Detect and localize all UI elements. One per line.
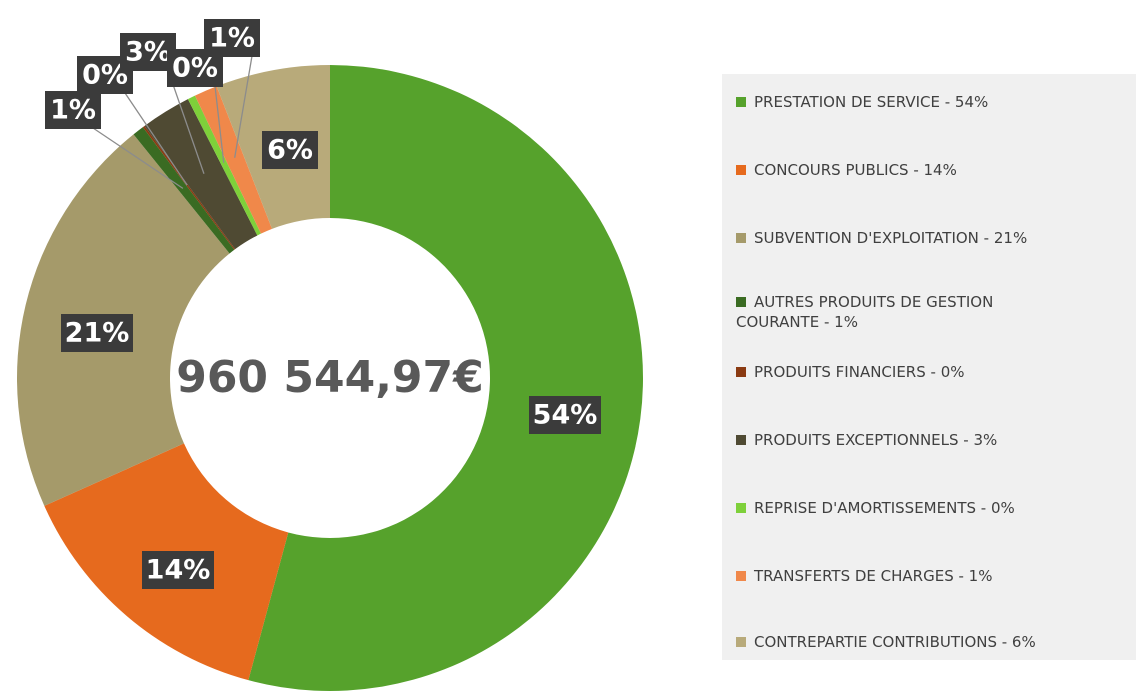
legend-label: PRODUITS EXCEPTIONNELS - 3% [754,431,998,449]
leader-line [167,69,205,174]
slice [187,95,261,236]
legend-swatch [736,435,746,445]
legend-item: REPRISE D'AMORTISSEMENTS - 0% [736,498,1128,518]
legend-item: CONTREPARTIE CONTRIBUTIONS - 6% [736,632,1128,652]
data-label: 54% [533,400,598,431]
legend-swatch [736,233,746,243]
data-label-box [142,551,214,589]
leader-line [92,127,184,189]
data-label: 6% [267,135,313,166]
legend-label: CONTREPARTIE CONTRIBUTIONS - 6% [754,633,1036,651]
legend-swatch [736,503,746,513]
data-label-box [45,91,101,129]
data-label-box [120,33,176,71]
legend-item: AUTRES PRODUITS DE GESTION COURANTE - 1% [736,292,1066,332]
legend-swatch [736,637,746,647]
legend-item: SUBVENTION D'EXPLOITATION - 21% [736,228,1128,248]
leader-line [234,55,253,158]
data-label-box [61,314,133,352]
slice [142,125,236,250]
legend-swatch [736,297,746,307]
legend-swatch [736,571,746,581]
data-label-box [204,19,260,57]
legend-item: PRODUITS FINANCIERS - 0% [736,362,1128,382]
legend-item: CONCOURS PUBLICS - 14% [736,160,1128,180]
chart: 960 544,97€ 54%14%21%1%0%3%0%1%6% [16,19,644,691]
legend-label: PRESTATION DE SERVICE - 54% [754,93,989,111]
data-label: 1% [209,23,255,54]
legend: PRESTATION DE SERVICE - 54% CONCOURS PUBL… [722,74,1136,660]
legend-label: SUBVENTION D'EXPLOITATION - 21% [754,229,1028,247]
data-label-box [529,396,601,434]
data-labels: 54%14%21%1%0%3%0%1%6% [45,19,601,589]
slice [133,127,235,254]
data-label-box [262,131,318,169]
legend-label: TRANSFERTS DE CHARGES - 1% [754,567,993,585]
legend-label: PRODUITS FINANCIERS - 0% [754,363,965,381]
slice [248,65,644,691]
legend-swatch [736,165,746,175]
data-label: 14% [146,555,211,586]
data-label: 3% [125,37,171,68]
legend-swatch [736,97,746,107]
data-label: 1% [50,95,96,126]
legend-item: PRESTATION DE SERVICE - 54% [736,92,1128,112]
legend-item: TRANSFERTS DE CHARGES - 1% [736,566,1128,586]
leader-line [214,85,225,163]
slice [194,86,273,234]
data-label: 0% [172,53,218,84]
slice [144,99,258,250]
legend-label: AUTRES PRODUITS DE GESTION COURANTE - 1% [736,293,994,331]
data-label: 21% [65,318,130,349]
leader-line [124,92,188,186]
legend-swatch [736,367,746,377]
legend-label: CONCOURS PUBLICS - 14% [754,161,957,179]
legend-label: REPRISE D'AMORTISSEMENTS - 0% [754,499,1015,517]
legend-item: PRODUITS EXCEPTIONNELS - 3% [736,430,1128,450]
center-total: 960 544,97€ [176,352,484,403]
